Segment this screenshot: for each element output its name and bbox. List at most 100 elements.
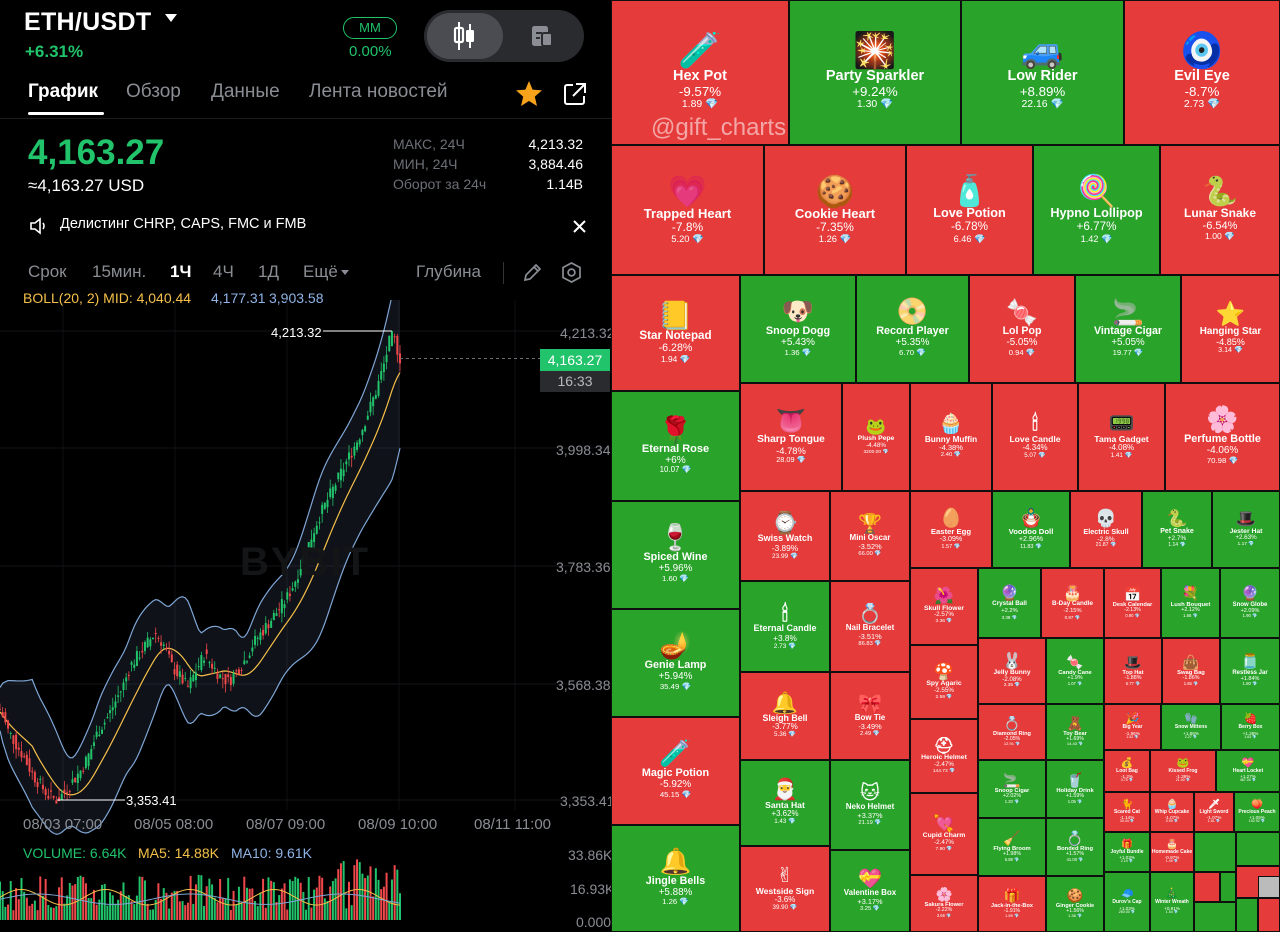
gift-tile[interactable]: 🏆 Mini Oscar -3.52% 66.00 💎 [830,491,910,581]
gift-tile-small[interactable] [1258,876,1280,898]
gift-tile[interactable]: 🌸 Sakura Flower -2.22% 3.66 💎 [910,875,978,932]
gift-tile[interactable]: 🎂 B-Day Candle -2.15% 0.97 💎 [1041,568,1104,638]
depth-button[interactable]: Глубина [416,262,481,281]
gift-tile[interactable]: 🎂 Homemade Cake -0.97% 1.49 💎 [1150,832,1194,872]
tab-overview[interactable]: Обзор [126,81,181,102]
gift-tile[interactable]: 📀 Record Player +5.35% 6.70 💎 [856,275,969,383]
gift-tile[interactable]: 🍬 Candy Cane +1.9% 1.07 💎 [1046,638,1104,704]
gift-tile[interactable]: 📅 Desk Calendar -2.13% 0.90 💎 [1104,568,1161,638]
gift-tile[interactable]: 💗 Trapped Heart -7.8% 5.20 💎 [611,145,764,275]
gift-tile[interactable]: 🧹 Flying Broom +1.98% 6.88 💎 [978,818,1046,876]
gift-tile[interactable]: 🔔 Sleigh Bell -3.77% 5.36 💎 [740,672,830,760]
gift-tile[interactable]: 👜 Swag Bag -1.86% 1.65 💎 [1162,638,1220,704]
timeframe-15m[interactable]: 15мин. [92,262,147,281]
gift-tile[interactable]: 🎁 Joyful Bundle +1.03% 2.10 💎 [1104,832,1150,872]
gift-tile[interactable]: ⛑ Heroic Helmet -2.47% 144.73 💎 [910,719,978,793]
gift-tile[interactable]: 🎩 Top Hat -1.88% 6.77 💎 [1104,638,1162,704]
share-icon[interactable] [562,81,588,107]
gift-tile[interactable]: 🎄 Winter Wreath +0.91% 1.54 💎 [1150,872,1194,932]
gift-tile[interactable]: 🎉 Big Year -1.96% 1.52 💎 [1104,704,1161,750]
gift-tile[interactable]: 🍑 Precious Peach +1.05% 192.92 💎 [1234,792,1280,832]
tab-data[interactable]: Данные [211,81,280,102]
gift-tile[interactable]: 🧤 Snow Mittens +1.86% 2.27 💎 [1161,704,1221,750]
gift-tile-small[interactable] [1236,898,1258,932]
gift-tile[interactable]: 📒 Star Notepad -6.28% 1.94 💎 [611,275,740,391]
gift-tile[interactable]: 🍄 Spy Agaric -2.55% 2.59 💎 [910,645,978,719]
gift-tile[interactable]: 🍭 Hypno Lollipop +6.77% 1.42 💎 [1033,145,1160,275]
gift-tile[interactable]: 🐍 Pet Snake +2.7% 1.14 💎 [1142,491,1212,568]
gift-tile[interactable]: ⭐ Hanging Star -4.85% 3.14 💎 [1181,275,1280,383]
gift-tile[interactable]: 🐰 Jelly Bunny -2.08% 2.35 💎 [978,638,1046,704]
gift-tile[interactable]: 🫙 Restless Jar +1.84% 1.80 💎 [1220,638,1280,704]
gift-tile[interactable]: 🧢 Durov's Cap +1.03% 260.00 💎 [1104,872,1150,932]
announcement-text[interactable]: Делистинг CHRP, CAPS, FMC и FMB [60,216,307,232]
gift-tile[interactable]: 💘 Cupid Charm -2.47% 7.90 💎 [910,793,978,875]
gift-tile[interactable]: 🎇 Party Sparkler +9.24% 1.30 💎 [789,0,961,145]
gift-tile[interactable]: 🎅 Santa Hat +3.62% 1.43 💎 [740,760,830,846]
gift-tile-small[interactable] [1194,832,1236,872]
gift-tile[interactable]: 💍 Diamond Ring -2.05% 12.91 💎 [978,704,1046,760]
gift-tile[interactable]: 💝 Valentine Box +3.17% 3.25 💎 [830,850,910,932]
gift-tile-small[interactable] [1194,902,1236,932]
mm-badge[interactable]: MM [343,17,397,39]
gift-tile[interactable]: 🍓 Berry Box +1.36% 1.63 💎 [1221,704,1280,750]
gift-tile[interactable]: 💍 Nail Bracelet -3.51% 86.83 💎 [830,581,910,672]
gift-tile-small[interactable] [1194,872,1220,902]
chevron-down-icon[interactable] [165,14,177,22]
gift-tile[interactable]: 🪆 Voodoo Doll +2.96% 11.83 💎 [992,491,1070,568]
gift-tile[interactable]: ⌚ Swiss Watch -3.89% 23.99 💎 [740,491,830,581]
gift-tile[interactable]: 🔔 Jingle Bells +5.88% 1.26 💎 [611,825,740,932]
candlestick-icon[interactable] [451,20,477,52]
gift-tile[interactable]: 🐍 Lunar Snake -6.54% 1.00 💎 [1160,145,1280,275]
gift-tile[interactable]: 🪔 Genie Lamp +5.94% 35.49 💎 [611,609,740,717]
gift-tile[interactable]: 💝 Heart Locket +1.27% 487.00 💎 [1216,750,1280,792]
gift-tile[interactable]: 🎁 Jack-in-the-Box -1.91% 1.89 💎 [978,876,1046,932]
gift-tile[interactable]: 📟 Tama Gadget -4.08% 1.41 💎 [1078,383,1165,491]
gift-tile[interactable]: 🧪 Hex Pot -9.57% 1.89 💎 [611,0,789,145]
gift-tile[interactable]: 🐸 Kissed Frog -1.39% 21.00 💎 [1150,750,1216,792]
timeframe-4h[interactable]: 4Ч [213,262,234,281]
timeframe-more[interactable]: Ещё [303,262,338,281]
gift-tile[interactable]: 🍪 Ginger Cookie +1.56% 1.36 💎 [1046,876,1104,932]
gift-tile[interactable]: 💐 Lush Bouquet +2.12% 1.66 💎 [1161,568,1220,638]
gift-tile[interactable]: 🔮 Snow Globe +2.09% 1.90 💎 [1220,568,1280,638]
gift-tile[interactable]: 🕯 Eternal Candle +3.8% 2.73 💎 [740,581,830,672]
timeframe-1d[interactable]: 1Д [258,262,279,281]
pencil-icon[interactable] [521,262,543,284]
gift-tile[interactable]: 🕯 Love Candle -4.34% 5.07 💎 [992,383,1078,491]
timeframe-1h[interactable]: 1Ч [170,262,192,281]
gift-tile[interactable]: 🐱 Neko Helmet +3.37% 21.19 💎 [830,760,910,850]
settings-icon[interactable] [560,261,583,284]
gift-tile[interactable]: 🐶 Snoop Dogg +5.43% 1.36 💎 [740,275,856,383]
gift-tile[interactable]: 🧴 Love Potion -6.78% 6.46 💎 [906,145,1033,275]
gift-tile[interactable]: 🧁 Bunny Muffin -4.38% 2.40 💎 [910,383,992,491]
star-icon[interactable] [515,80,543,107]
gift-tile[interactable]: 🌺 Skull Flower -2.57% 3.36 💎 [910,568,978,645]
view-toggle-active[interactable] [427,13,503,59]
orderbook-icon[interactable] [530,24,554,48]
chevron-down-icon[interactable] [341,270,349,275]
gift-tile[interactable]: 🚙 Low Rider +8.89% 22.16 💎 [961,0,1124,145]
gift-tile[interactable]: 🐸 Plush Pepe -4.48% 3200.00 💎 [842,383,910,491]
gift-tile[interactable]: 🎩 Jester Hat +2.63% 1.17 💎 [1212,491,1280,568]
gift-tile[interactable]: 🧁 Whip Cupcake -1.07% 0.99 💎 [1150,792,1194,832]
gift-tile[interactable]: 🥤 Holiday Drink +1.59% 1.05 💎 [1046,760,1104,818]
gift-tile[interactable]: 🍬 Lol Pop -5.05% 0.94 💎 [969,275,1075,383]
gift-tile[interactable]: 🧪 Magic Potion -5.92% 45.15 💎 [611,717,740,825]
gift-tile[interactable]: 🐈 Scared Cat -1.14% 30.44 💎 [1104,792,1150,832]
gift-tile[interactable]: 🍷 Spiced Wine +5.96% 1.60 💎 [611,501,740,609]
gift-tile[interactable]: 🥚 Easter Egg -3.09% 1.57 💎 [910,491,992,568]
gift-tile[interactable]: 🔮 Crystal Ball +2.2% 3.38 💎 [978,568,1041,638]
gift-tile[interactable]: 💍 Bonded Ring +1.57% 41.00 💎 [1046,818,1104,876]
close-icon[interactable] [573,220,586,233]
gift-tile[interactable]: 🌸 Perfume Bottle -4.06% 70.98 💎 [1165,383,1280,491]
gift-tile[interactable]: ✌ Westside Sign -3.6% 39.90 💎 [740,846,830,932]
gift-tile[interactable]: 🌹 Eternal Rose +6% 10.07 💎 [611,391,740,501]
gift-tile[interactable]: 🗡 Light Sword -1.07% 1.81 💎 [1194,792,1234,832]
gift-tile-small[interactable] [1258,898,1280,932]
gift-tile[interactable]: 🚬 Snoop Cigar +2.02% 1.20 💎 [978,760,1046,818]
tab-chart[interactable]: График [28,81,99,102]
gift-tile[interactable]: 👅 Sharp Tongue -4.78% 28.09 💎 [740,383,842,491]
gift-tile[interactable]: 💰 Loot Bag -1.2% 3.75 💎 [1104,750,1150,792]
symbol-title[interactable]: ETH/USDT [24,8,152,36]
